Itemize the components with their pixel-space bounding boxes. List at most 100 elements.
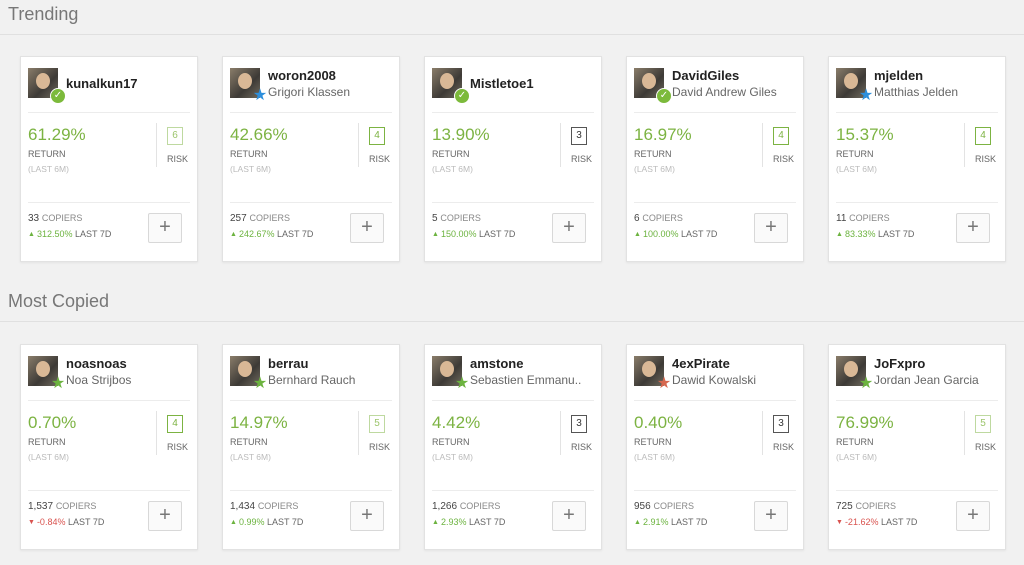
card-divider bbox=[28, 202, 190, 203]
return-value: 13.90% bbox=[432, 125, 490, 144]
avatar[interactable]: ★ bbox=[836, 356, 873, 392]
return-period: (LAST 6M) bbox=[28, 452, 69, 462]
trader-username[interactable]: woron2008 bbox=[268, 68, 336, 83]
card-divider bbox=[634, 202, 796, 203]
section-divider bbox=[0, 34, 1024, 35]
copy-trader-button[interactable]: + bbox=[350, 501, 384, 531]
star-red-icon: ★ bbox=[656, 375, 672, 392]
risk-label: RISK bbox=[773, 442, 795, 452]
risk-label: RISK bbox=[167, 154, 189, 164]
card-divider bbox=[836, 202, 998, 203]
trader-card[interactable]: ✓ Mistletoe1 13.90% RETURN (LAST 6M) 3 R… bbox=[424, 56, 602, 262]
avatar[interactable]: ✓ bbox=[28, 68, 66, 104]
change-percent: 83.33% bbox=[844, 229, 876, 239]
trader-username[interactable]: berrau bbox=[268, 356, 309, 371]
risk-label: RISK bbox=[369, 154, 391, 164]
risk-score-badge: 3 bbox=[773, 415, 789, 433]
copy-trader-button[interactable]: + bbox=[552, 213, 586, 243]
copy-trader-button[interactable]: + bbox=[148, 213, 182, 243]
change-percent: 2.91% bbox=[642, 517, 669, 527]
trader-username[interactable]: kunalkun17 bbox=[66, 76, 138, 91]
change-period: LAST 7D bbox=[680, 229, 718, 239]
copy-trader-button[interactable]: + bbox=[552, 501, 586, 531]
copy-trader-button[interactable]: + bbox=[148, 501, 182, 531]
trader-full-name: Sebastien Emmanu.. bbox=[470, 373, 582, 387]
copy-trader-button[interactable]: + bbox=[754, 213, 788, 243]
change-period: LAST 7D bbox=[266, 517, 304, 527]
trader-card[interactable]: ★ mjelden Matthias Jelden 15.37% RETURN … bbox=[828, 56, 1006, 262]
trader-username[interactable]: noasnoas bbox=[66, 356, 127, 371]
return-value: 61.29% bbox=[28, 125, 86, 144]
trader-card[interactable]: ✓ DavidGiles David Andrew Giles 16.97% R… bbox=[626, 56, 804, 262]
trend-down-icon: ▼ bbox=[836, 519, 843, 526]
risk-label: RISK bbox=[975, 154, 997, 164]
avatar[interactable]: ★ bbox=[28, 356, 65, 392]
card-divider bbox=[28, 490, 190, 491]
return-period: (LAST 6M) bbox=[28, 164, 69, 174]
card-divider bbox=[230, 202, 392, 203]
avatar[interactable]: ★ bbox=[230, 68, 267, 104]
copiers-number: 257 bbox=[230, 213, 247, 224]
avatar-face bbox=[440, 361, 454, 377]
copy-trader-button[interactable]: + bbox=[350, 213, 384, 243]
trader-card[interactable]: ★ JoFxpro Jordan Jean Garcia 76.99% RETU… bbox=[828, 344, 1006, 550]
return-label: RETURN bbox=[230, 437, 268, 447]
trader-username[interactable]: 4exPirate bbox=[672, 356, 730, 371]
return-value: 0.40% bbox=[634, 413, 683, 432]
risk-label: RISK bbox=[773, 154, 795, 164]
copiers-label: COPIERS bbox=[849, 213, 890, 223]
trader-full-name: Dawid Kowalski bbox=[672, 373, 757, 387]
trader-card[interactable]: ✓ kunalkun17 61.29% RETURN (LAST 6M) 6 R… bbox=[20, 56, 198, 262]
return-period: (LAST 6M) bbox=[230, 164, 271, 174]
copy-trader-button[interactable]: + bbox=[956, 501, 990, 531]
trader-username[interactable]: JoFxpro bbox=[874, 356, 926, 371]
copiers-count: 6 COPIERS bbox=[634, 213, 683, 224]
risk-label: RISK bbox=[167, 442, 189, 452]
copy-trader-button[interactable]: + bbox=[754, 501, 788, 531]
trader-card[interactable]: ★ berrau Bernhard Rauch 14.97% RETURN (L… bbox=[222, 344, 400, 550]
trader-card[interactable]: ★ woron2008 Grigori Klassen 42.66% RETUR… bbox=[222, 56, 400, 262]
avatar[interactable]: ★ bbox=[836, 68, 873, 104]
return-label: RETURN bbox=[28, 149, 66, 159]
trader-card[interactable]: ★ noasnoas Noa Strijbos 0.70% RETURN (LA… bbox=[20, 344, 198, 550]
risk-score-badge: 3 bbox=[571, 415, 587, 433]
trader-username[interactable]: DavidGiles bbox=[672, 68, 740, 83]
return-value: 15.37% bbox=[836, 125, 894, 144]
copiers-label: COPIERS bbox=[653, 501, 694, 511]
return-period: (LAST 6M) bbox=[432, 164, 473, 174]
copiers-number: 11 bbox=[836, 213, 847, 224]
trader-header: ★ mjelden Matthias Jelden bbox=[836, 68, 1000, 104]
risk-label: RISK bbox=[369, 442, 391, 452]
return-value: 42.66% bbox=[230, 125, 288, 144]
star-green-icon: ★ bbox=[50, 375, 66, 392]
avatar[interactable]: ✓ bbox=[432, 68, 470, 104]
copy-trader-button[interactable]: + bbox=[956, 213, 990, 243]
trader-header: ✓ Mistletoe1 bbox=[432, 68, 596, 104]
avatar[interactable]: ★ bbox=[634, 356, 671, 392]
trader-card[interactable]: ★ amstone Sebastien Emmanu.. 4.42% RETUR… bbox=[424, 344, 602, 550]
change-percent: -0.84% bbox=[36, 517, 66, 527]
avatar-face bbox=[844, 73, 858, 89]
trader-username[interactable]: Mistletoe1 bbox=[470, 76, 534, 91]
avatar-face bbox=[36, 361, 50, 377]
card-divider bbox=[634, 400, 796, 401]
change-percent: 150.00% bbox=[440, 229, 477, 239]
return-label: RETURN bbox=[230, 149, 268, 159]
avatar-face bbox=[238, 361, 252, 377]
copiers-count: 11 COPIERS bbox=[836, 213, 890, 224]
trader-card[interactable]: ★ 4exPirate Dawid Kowalski 0.40% RETURN … bbox=[626, 344, 804, 550]
avatar[interactable]: ✓ bbox=[634, 68, 672, 104]
card-divider bbox=[634, 112, 796, 113]
trader-username[interactable]: amstone bbox=[470, 356, 524, 371]
copiers-count: 956 COPIERS bbox=[634, 501, 694, 512]
trader-username[interactable]: mjelden bbox=[874, 68, 924, 83]
copiers-number: 1,266 bbox=[432, 501, 458, 512]
avatar[interactable]: ★ bbox=[432, 356, 469, 392]
risk-score-badge: 4 bbox=[773, 127, 789, 145]
copiers-change: ▼ -21.62% LAST 7D bbox=[836, 517, 917, 527]
avatar[interactable]: ★ bbox=[230, 356, 267, 392]
return-period: (LAST 6M) bbox=[836, 164, 877, 174]
verified-check-icon: ✓ bbox=[656, 88, 672, 104]
trader-full-name: Jordan Jean Garcia bbox=[874, 373, 979, 387]
section-title-most-copied: Most Copied bbox=[8, 291, 110, 311]
